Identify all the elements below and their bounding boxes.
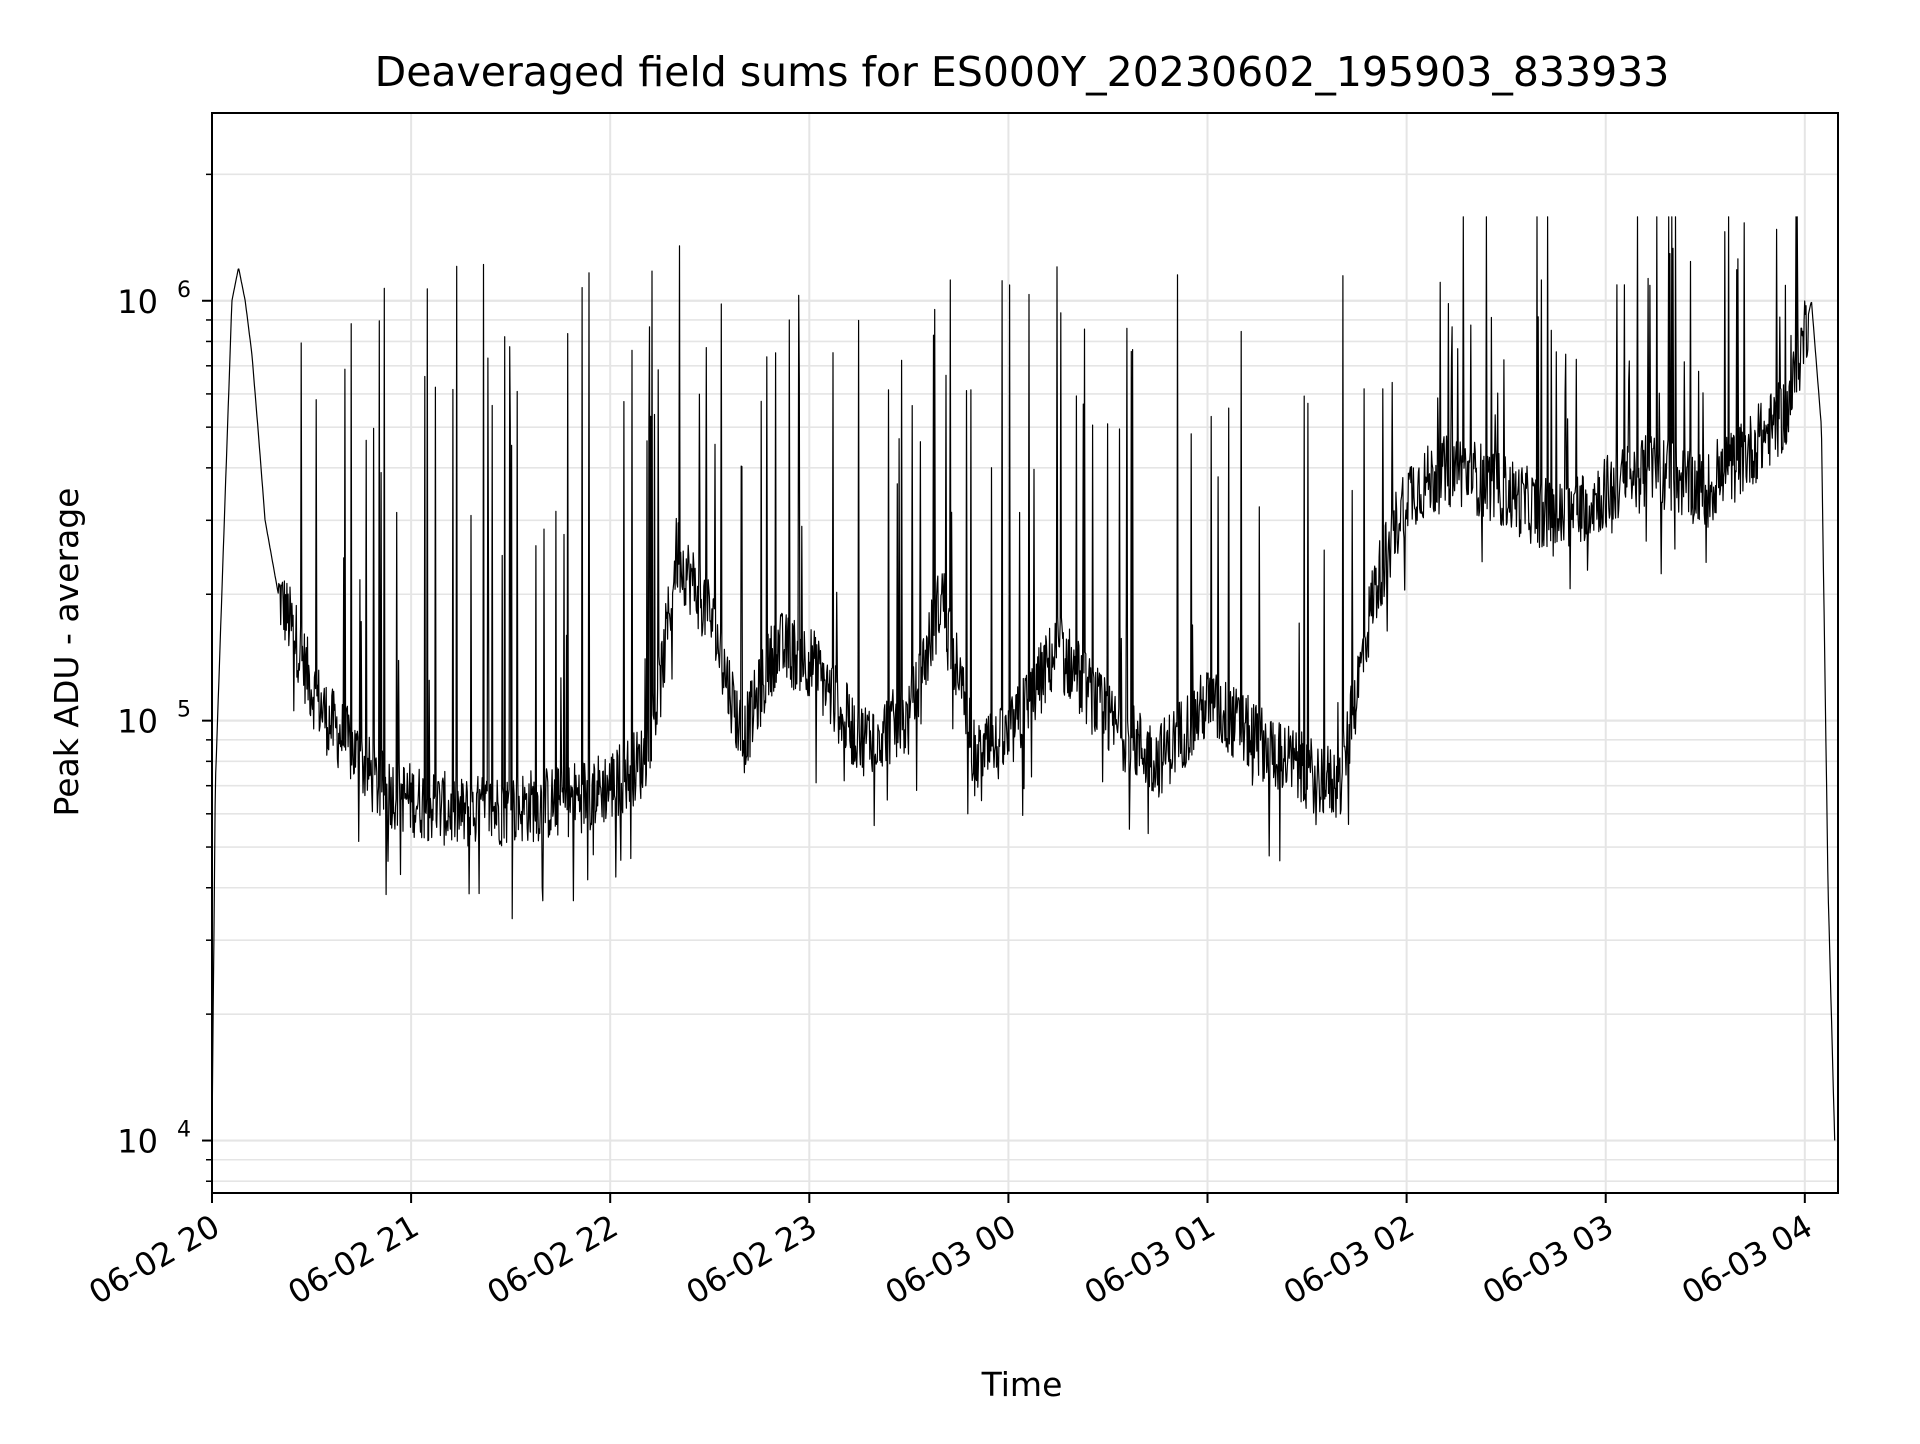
y-tick-base: 10 xyxy=(117,1123,158,1161)
y-tick-label: 10 xyxy=(117,703,158,741)
y-tick-base: 10 xyxy=(117,283,158,321)
y-tick-base: 10 xyxy=(117,703,158,741)
chart-title: Deaveraged field sums for ES000Y_2023060… xyxy=(375,48,1670,96)
series-layer xyxy=(211,216,1836,1141)
plot-frame xyxy=(211,112,1839,1194)
y-tick-exponent: 4 xyxy=(177,1118,191,1143)
x-axis-label: Time xyxy=(981,1365,1063,1404)
y-axis-label: Peak ADU - average xyxy=(47,488,86,817)
y-tick-exponent: 6 xyxy=(177,278,191,303)
y-tick-exponent: 5 xyxy=(177,698,191,723)
series-line xyxy=(211,216,1836,1141)
y-tick-label: 10 xyxy=(117,1123,158,1161)
y-tick-label: 10 xyxy=(117,283,158,321)
